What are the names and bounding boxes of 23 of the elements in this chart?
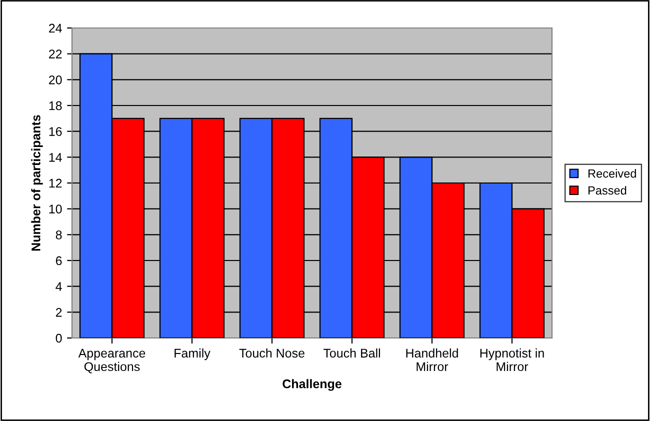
- y-tick-label: 22: [49, 50, 62, 58]
- y-tick-label: 18: [49, 101, 62, 110]
- y-axis-title: Number of participants: [31, 115, 43, 251]
- y-tick-label: 2: [56, 308, 62, 317]
- y-tick-label: 24: [49, 24, 62, 33]
- legend-label: Passed: [588, 186, 626, 195]
- x-tick-label: Touch Ball: [323, 348, 380, 358]
- y-tick-label: 10: [49, 204, 62, 214]
- x-tick-label: Touch Nose: [239, 348, 304, 358]
- y-tick-label: 12: [49, 178, 62, 188]
- y-tick-label: 4: [56, 282, 62, 291]
- x-tick-label: Family: [174, 348, 210, 360]
- y-tick-label: 16: [49, 127, 62, 136]
- x-axis-title: Challenge: [282, 379, 342, 391]
- x-tick-label: Appearance Questions: [78, 348, 146, 374]
- y-tick-label: 0: [56, 334, 62, 343]
- y-tick-label: 20: [49, 75, 62, 84]
- x-tick-label: Handheld Mirror: [406, 348, 458, 372]
- x-tick-label: Hypnotist in Mirror: [480, 348, 544, 372]
- y-tick-label: 6: [56, 256, 62, 266]
- y-tick-label: 14: [49, 153, 62, 162]
- legend-label: Received: [588, 169, 636, 178]
- y-tick-label: 8: [56, 230, 62, 240]
